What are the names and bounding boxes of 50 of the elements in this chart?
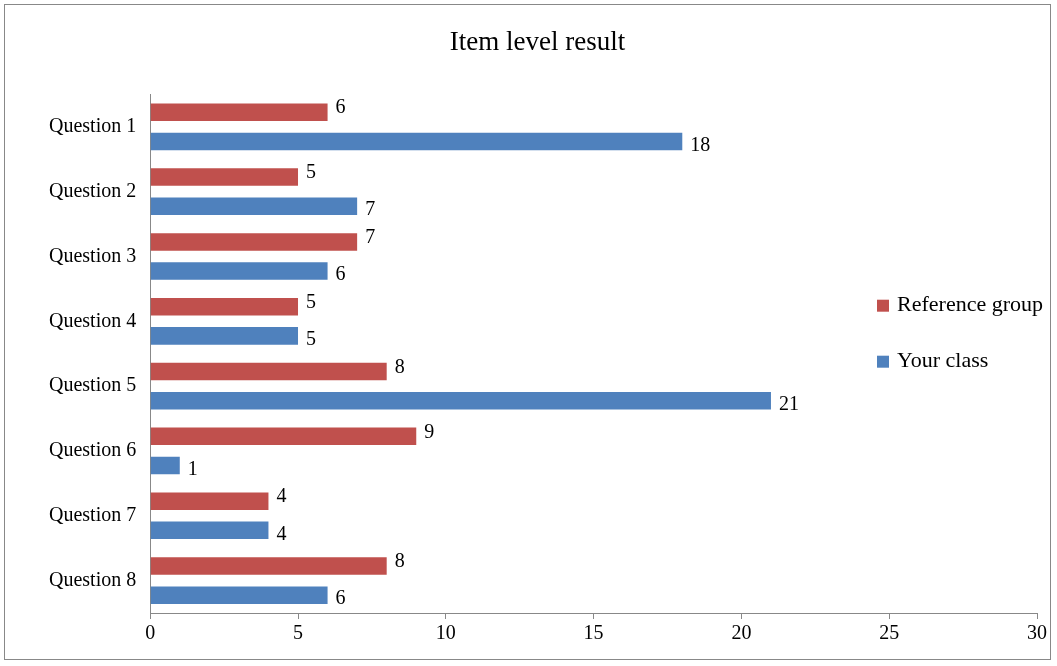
bar <box>150 297 299 316</box>
y-tick-label: Question 7 <box>49 503 137 526</box>
data-label: 6 <box>335 586 346 609</box>
data-label: 9 <box>424 419 435 442</box>
chart-title: Item level result <box>449 26 626 57</box>
bar <box>150 557 387 575</box>
y-tick-label: Question 1 <box>49 114 137 137</box>
y-tick-label: Question 8 <box>49 567 137 590</box>
bar <box>150 362 387 381</box>
x-tick-label: 5 <box>293 621 304 644</box>
bar <box>150 427 417 446</box>
data-label: 7 <box>365 197 376 220</box>
data-label: 8 <box>394 549 405 572</box>
bar <box>150 327 299 345</box>
y-tick-label: Question 3 <box>49 243 137 266</box>
bar <box>150 168 299 186</box>
x-tick-label: 30 <box>1027 621 1047 644</box>
data-label: 18 <box>690 132 711 155</box>
bar <box>150 233 358 251</box>
y-tick-label: Question 5 <box>49 373 137 396</box>
x-tick-label: 25 <box>879 621 900 644</box>
data-label: 7 <box>365 225 376 248</box>
bar <box>150 391 771 410</box>
bar <box>150 586 328 604</box>
bar <box>150 103 328 121</box>
bar <box>150 521 269 540</box>
data-label: 8 <box>394 354 405 377</box>
y-tick-label: Question 4 <box>49 308 137 331</box>
data-label: 4 <box>276 521 287 544</box>
x-tick-label: 0 <box>145 621 156 644</box>
bar <box>150 262 328 280</box>
y-tick-label: Question 2 <box>49 178 137 201</box>
data-label: 4 <box>276 484 287 507</box>
data-label: 5 <box>306 327 317 350</box>
data-label: 5 <box>306 289 317 312</box>
x-tick-label: 15 <box>583 621 604 644</box>
y-tick-label: Question 6 <box>49 438 137 461</box>
x-tick-label: 20 <box>731 621 752 644</box>
x-tick-label: 10 <box>435 621 456 644</box>
data-label: 5 <box>306 160 317 183</box>
data-label: 21 <box>778 391 799 414</box>
bar <box>150 197 358 215</box>
legend-label: Your class <box>897 347 989 373</box>
legend-label: Reference group <box>897 291 1044 317</box>
data-label: 1 <box>187 456 198 479</box>
bar <box>150 456 180 475</box>
bar <box>150 132 683 151</box>
data-label: 6 <box>335 262 346 285</box>
data-label: 6 <box>335 95 346 118</box>
bar <box>150 492 269 510</box>
